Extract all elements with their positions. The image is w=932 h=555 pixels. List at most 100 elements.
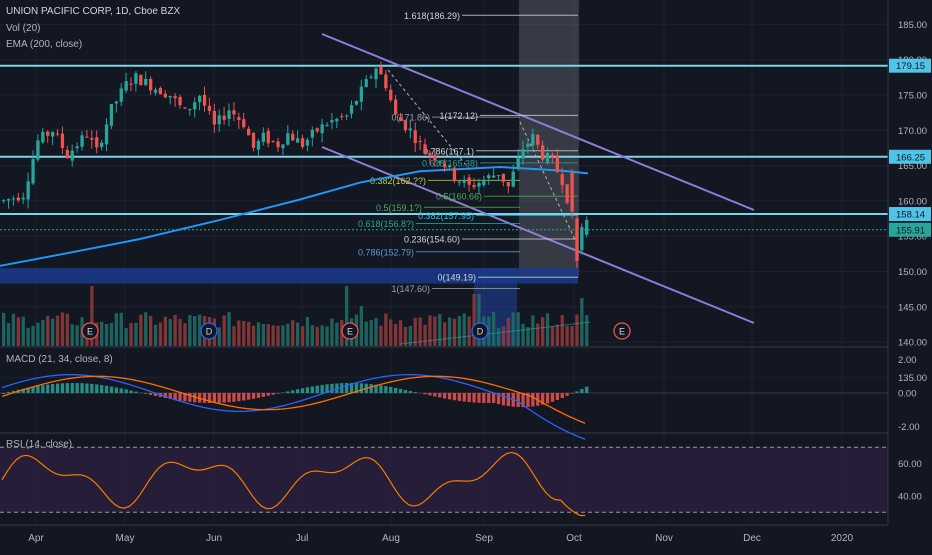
volume-bar [458, 316, 461, 346]
macd-histogram-bar [443, 393, 446, 398]
volume-bar [566, 326, 569, 346]
macd-histogram-bar [482, 393, 485, 403]
price-label-text: 179.15 [896, 61, 925, 72]
volume-bar [139, 315, 142, 346]
event-marker-label: E [87, 327, 93, 337]
macd-histogram-bar [453, 393, 456, 400]
candle-body [22, 198, 25, 200]
candle-body [85, 137, 88, 138]
volume-bar [330, 319, 333, 346]
candle-body [497, 175, 500, 176]
candle-body [31, 159, 34, 183]
volume-bar [321, 325, 324, 346]
volume-bar [227, 312, 230, 346]
candle-body [129, 84, 132, 85]
macd-histogram-bar [223, 393, 226, 403]
volume-bar [154, 325, 157, 346]
volume-bar [134, 323, 137, 346]
candle-body [384, 75, 387, 89]
candle-body [512, 172, 515, 187]
candle-body [36, 140, 39, 159]
macd-histogram-bar [517, 393, 520, 407]
candle-body [154, 90, 157, 93]
candle-body [227, 110, 230, 119]
volume-bar [316, 327, 319, 346]
candle-body [531, 134, 534, 145]
macd-histogram-bar [575, 391, 578, 393]
volume-bar [281, 325, 284, 346]
price-label-text: 166.25 [896, 152, 925, 163]
candle-body [335, 119, 338, 122]
volume-bar [272, 325, 275, 346]
volume-bar [438, 314, 441, 346]
candle-body [12, 198, 15, 199]
macd-histogram-bar [570, 393, 573, 394]
volume-bar [580, 298, 583, 346]
macd-legend: MACD (21, 34, close, 8) [6, 354, 113, 365]
volume-bar [76, 325, 79, 346]
candle-body [174, 96, 177, 98]
macd-histogram-bar [120, 388, 123, 393]
candle-body [330, 120, 333, 122]
macd-histogram-bar [252, 393, 255, 399]
volume-bar [556, 325, 559, 346]
macd-histogram-bar [301, 388, 304, 393]
macd-histogram-bar [276, 393, 279, 394]
price-tick-label: 145.00 [898, 302, 927, 313]
candle-body [301, 138, 304, 147]
macd-histogram-bar [566, 393, 569, 396]
macd-histogram-bar [384, 386, 387, 393]
candle-body [213, 111, 216, 125]
volume-bar [164, 317, 167, 346]
macd-histogram-bar [306, 387, 309, 393]
volume-bar [521, 324, 524, 346]
macd-histogram-bar [110, 387, 113, 393]
candle-body [183, 108, 186, 109]
candle-body [428, 153, 431, 155]
candle-body [541, 145, 544, 159]
candle-body [247, 129, 250, 135]
rsi-legend: RSI (14, close) [6, 439, 72, 450]
candle-body [208, 106, 211, 111]
time-tick-label: Aug [382, 533, 400, 544]
fib-level-label: 0.382(162.??) [370, 176, 426, 186]
candle-body [379, 67, 382, 75]
candle-body [517, 158, 520, 169]
macd-histogram-bar [90, 384, 93, 393]
candle-body [507, 182, 510, 186]
time-tick-label: Oct [566, 533, 582, 544]
candle-body [365, 79, 368, 87]
event-marker-label: E [347, 327, 353, 337]
macd-histogram-bar [7, 392, 10, 393]
candle-body [139, 75, 142, 85]
volume-bar [2, 313, 5, 346]
candle-body [203, 95, 206, 106]
candle-body [482, 180, 485, 185]
macd-histogram-bar [61, 383, 64, 393]
macd-histogram-bar [105, 386, 108, 393]
time-tick-label: Sep [475, 533, 493, 544]
candle-body [242, 119, 245, 127]
volume-bar [561, 315, 564, 346]
volume-bar [512, 312, 515, 346]
candle-body [350, 105, 353, 113]
macd-histogram-bar [291, 390, 294, 393]
macd-histogram-bar [262, 393, 265, 397]
candle-body [556, 156, 559, 172]
candle-body [257, 141, 260, 150]
event-marker-label: D [206, 327, 213, 337]
volume-bar [169, 319, 172, 346]
macd-histogram-bar [477, 393, 480, 403]
volume-bar [31, 326, 34, 346]
volume-bar [27, 328, 30, 346]
volume-bar [129, 323, 132, 346]
price-tick-label: 175.00 [898, 91, 927, 102]
volume-bar [174, 315, 177, 346]
candle-body [134, 73, 137, 84]
candle-body [105, 124, 108, 144]
macd-histogram-bar [149, 393, 152, 395]
macd-histogram-bar [46, 385, 49, 393]
candle-body [370, 77, 373, 78]
